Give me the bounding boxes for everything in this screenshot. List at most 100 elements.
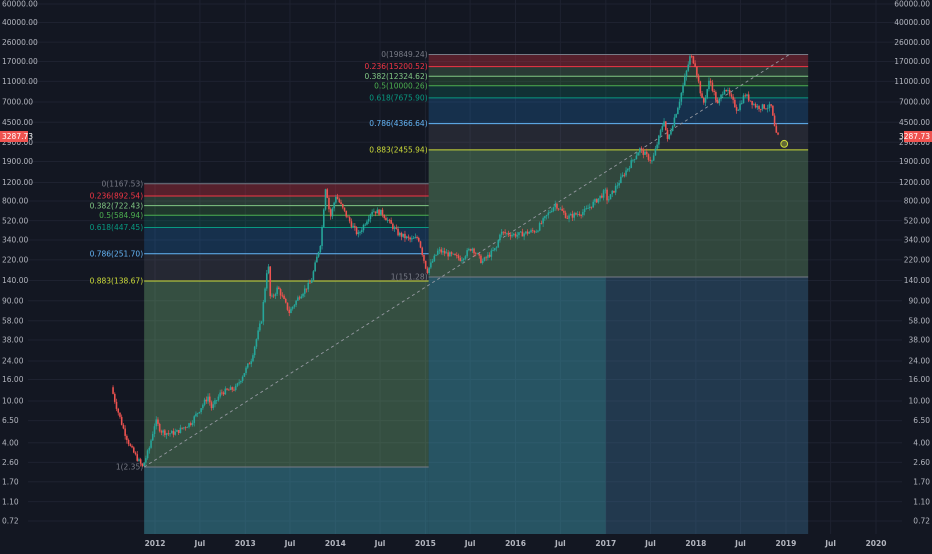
candle-body bbox=[186, 427, 189, 428]
candle-body bbox=[461, 259, 463, 261]
candle-body bbox=[338, 199, 341, 203]
candle-body bbox=[575, 213, 577, 215]
y-tick-label-right: 800.00 bbox=[904, 197, 930, 206]
y-tick-label-left: 7000.00 bbox=[2, 98, 33, 107]
candle-body bbox=[376, 209, 379, 214]
x-tick-label: Jul bbox=[734, 539, 746, 548]
candle-body bbox=[172, 430, 175, 435]
candle-body bbox=[754, 104, 757, 108]
candle-body bbox=[528, 232, 531, 234]
candle-body bbox=[447, 252, 449, 257]
candle-body bbox=[639, 148, 641, 153]
candle-body bbox=[746, 94, 748, 97]
candle-body bbox=[189, 423, 192, 425]
candle-body bbox=[278, 287, 280, 290]
candle-body bbox=[488, 254, 491, 257]
candle-body bbox=[718, 98, 721, 104]
candle-body bbox=[160, 431, 163, 433]
candle-body bbox=[773, 115, 776, 127]
candle-body bbox=[179, 427, 182, 433]
candle-body bbox=[328, 197, 330, 210]
candle-body bbox=[740, 103, 743, 104]
y-axis-right: 60000.00 40000.00 26000.00 17000.00 11000.00… bbox=[894, 0, 932, 526]
candle-body bbox=[547, 212, 550, 216]
candle-body bbox=[628, 167, 631, 169]
fib-band bbox=[428, 54, 809, 67]
candle-body bbox=[340, 202, 342, 205]
y-tick-label-right: 60000.00 bbox=[894, 0, 930, 9]
candle-body bbox=[134, 452, 137, 455]
candle-body bbox=[623, 174, 626, 176]
candle-body bbox=[751, 101, 753, 105]
candle-body bbox=[212, 404, 215, 409]
candle-body bbox=[411, 238, 413, 240]
candle-body bbox=[749, 100, 752, 102]
candle-body bbox=[645, 151, 648, 155]
candle-body bbox=[607, 199, 610, 201]
candle-body bbox=[419, 241, 422, 248]
candle-body bbox=[621, 174, 624, 177]
candle-body bbox=[303, 288, 306, 294]
candle-body bbox=[490, 250, 493, 257]
candle-body bbox=[381, 209, 384, 216]
x-tick-label: 2018 bbox=[685, 539, 706, 548]
candle-body bbox=[585, 208, 588, 209]
target-marker-icon bbox=[780, 139, 789, 148]
y-tick-label-left: 40000.00 bbox=[2, 18, 38, 27]
candle-body bbox=[284, 298, 287, 303]
candle-body bbox=[687, 64, 690, 71]
candle-body bbox=[616, 185, 619, 187]
fib-zone-green bbox=[605, 149, 809, 277]
candle-body bbox=[661, 126, 664, 131]
y-tick-label-left: 140.00 bbox=[2, 276, 28, 285]
y-tick-label-right: 1900.00 bbox=[899, 157, 930, 166]
candle-body bbox=[226, 388, 228, 390]
candle-body bbox=[326, 189, 329, 198]
candle-body bbox=[129, 444, 132, 446]
candle-body bbox=[243, 373, 246, 377]
candle-body bbox=[495, 247, 498, 249]
candle-body bbox=[319, 245, 322, 252]
candle-body bbox=[455, 255, 458, 256]
candle-body bbox=[670, 130, 672, 135]
candle-body bbox=[348, 217, 351, 222]
candle-body bbox=[454, 253, 456, 256]
candle-body bbox=[696, 66, 698, 76]
candle-body bbox=[307, 282, 310, 290]
y-tick-label-left: 24.00 bbox=[2, 357, 24, 366]
candle-body bbox=[493, 248, 496, 251]
candle-body bbox=[126, 435, 128, 441]
candle-body bbox=[115, 401, 118, 409]
y-tick-label-right: 24.00 bbox=[909, 357, 931, 366]
candle-body bbox=[283, 295, 285, 299]
candle-body bbox=[671, 126, 674, 131]
candle-body bbox=[378, 209, 380, 215]
candle-body bbox=[659, 130, 662, 136]
candle-body bbox=[697, 75, 700, 82]
candle-body bbox=[272, 295, 275, 297]
candle-body bbox=[276, 287, 278, 295]
candle-body bbox=[476, 253, 479, 255]
candle-body bbox=[385, 217, 387, 221]
y-tick-label-left: 38.00 bbox=[2, 336, 24, 345]
fib-band bbox=[428, 123, 809, 150]
candle-body bbox=[122, 424, 125, 429]
y-tick-label-right: 10.00 bbox=[909, 397, 931, 406]
candle-body bbox=[167, 433, 170, 435]
candle-body bbox=[677, 107, 679, 115]
y-tick-label-right: 0.72 bbox=[913, 517, 930, 526]
candle-body bbox=[227, 389, 230, 391]
candle-body bbox=[594, 199, 596, 202]
fib-band bbox=[144, 227, 429, 254]
candle-body bbox=[654, 148, 657, 156]
fib-level-label: 0.786(251.70) bbox=[90, 249, 144, 258]
candle-body bbox=[141, 463, 144, 467]
candle-body bbox=[219, 392, 221, 397]
candle-body bbox=[713, 90, 715, 93]
candle-body bbox=[649, 159, 652, 161]
candle-body bbox=[775, 126, 778, 133]
candle-body bbox=[758, 106, 760, 110]
candle-body bbox=[215, 400, 218, 401]
